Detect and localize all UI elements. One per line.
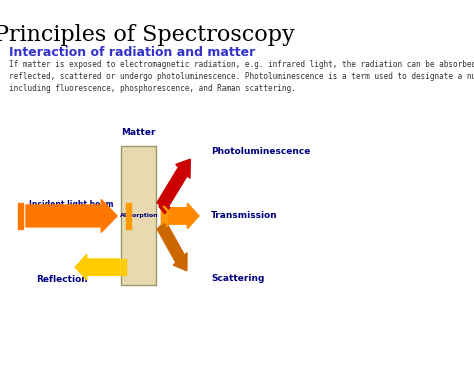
Polygon shape — [163, 200, 170, 209]
FancyArrow shape — [157, 159, 190, 211]
FancyBboxPatch shape — [165, 206, 167, 226]
Text: Scattering: Scattering — [211, 274, 264, 283]
FancyBboxPatch shape — [126, 203, 128, 229]
FancyBboxPatch shape — [18, 203, 20, 229]
Text: Interaction of radiation and matter: Interaction of radiation and matter — [9, 46, 255, 59]
Polygon shape — [159, 205, 166, 214]
Polygon shape — [163, 228, 170, 236]
Text: Absorption: Absorption — [119, 213, 158, 219]
FancyArrow shape — [157, 221, 187, 271]
FancyBboxPatch shape — [129, 203, 131, 229]
Text: Reflection: Reflection — [36, 276, 88, 284]
FancyArrow shape — [161, 203, 199, 229]
Text: Transmission: Transmission — [211, 212, 278, 220]
FancyBboxPatch shape — [120, 259, 123, 275]
Text: If matter is exposed to electromagnetic radiation, e.g. infrared light, the radi: If matter is exposed to electromagnetic … — [9, 60, 474, 93]
FancyArrow shape — [26, 199, 117, 232]
Text: Incident light beam: Incident light beam — [28, 201, 113, 209]
Text: Principles of Spectroscopy: Principles of Spectroscopy — [0, 24, 295, 46]
FancyArrow shape — [75, 254, 120, 280]
Polygon shape — [159, 224, 166, 232]
FancyBboxPatch shape — [162, 206, 164, 226]
FancyBboxPatch shape — [124, 259, 126, 275]
Text: Matter: Matter — [121, 128, 156, 137]
FancyBboxPatch shape — [21, 203, 23, 229]
Text: Photoluminescence: Photoluminescence — [211, 147, 310, 156]
FancyBboxPatch shape — [121, 146, 156, 285]
